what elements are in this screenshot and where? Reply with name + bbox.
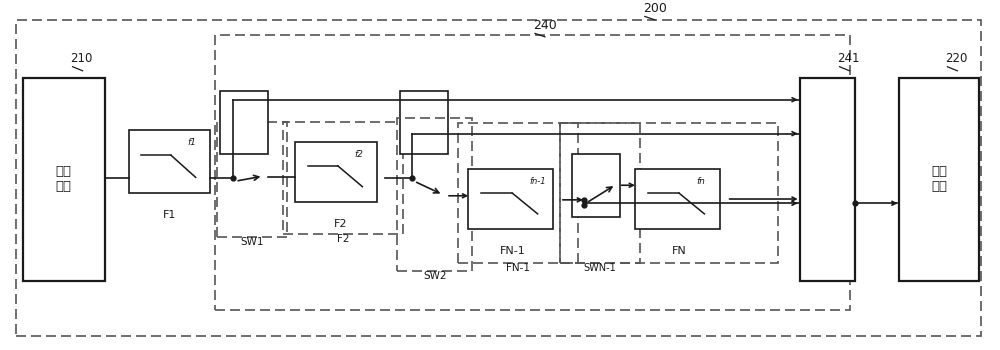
Text: f1: f1 xyxy=(187,138,196,147)
Bar xyxy=(800,78,855,281)
Text: F1: F1 xyxy=(163,210,176,220)
Text: SWN-1: SWN-1 xyxy=(583,263,616,273)
Text: 240: 240 xyxy=(533,19,557,32)
Bar xyxy=(400,91,448,154)
Bar xyxy=(23,78,105,281)
Text: F2: F2 xyxy=(333,218,347,229)
Text: 241: 241 xyxy=(838,52,860,65)
Bar xyxy=(560,124,640,263)
Text: 输出
端口: 输出 端口 xyxy=(931,166,947,194)
Bar xyxy=(899,78,979,281)
Text: fn-1: fn-1 xyxy=(529,177,546,186)
Text: SW2: SW2 xyxy=(423,271,447,281)
Bar xyxy=(468,169,553,229)
Bar xyxy=(458,124,578,263)
Bar xyxy=(215,35,850,310)
Text: 输入
端口: 输入 端口 xyxy=(56,166,72,194)
Text: F2: F2 xyxy=(337,234,349,244)
Bar xyxy=(572,154,620,217)
Bar xyxy=(129,130,210,193)
Text: FN-1: FN-1 xyxy=(506,263,530,273)
Text: fn: fn xyxy=(696,177,705,186)
Text: FN-1: FN-1 xyxy=(500,246,526,256)
Bar xyxy=(283,122,403,234)
Bar xyxy=(397,118,472,271)
Text: 200: 200 xyxy=(643,2,667,15)
Bar xyxy=(295,142,377,202)
Bar xyxy=(217,122,287,237)
Text: 210: 210 xyxy=(71,52,93,65)
Text: SW1: SW1 xyxy=(241,237,264,247)
Bar xyxy=(220,91,268,154)
Bar xyxy=(560,124,778,263)
Text: f2: f2 xyxy=(354,149,363,159)
Bar xyxy=(635,169,720,229)
Text: FN: FN xyxy=(672,246,687,256)
Text: 220: 220 xyxy=(945,52,968,65)
